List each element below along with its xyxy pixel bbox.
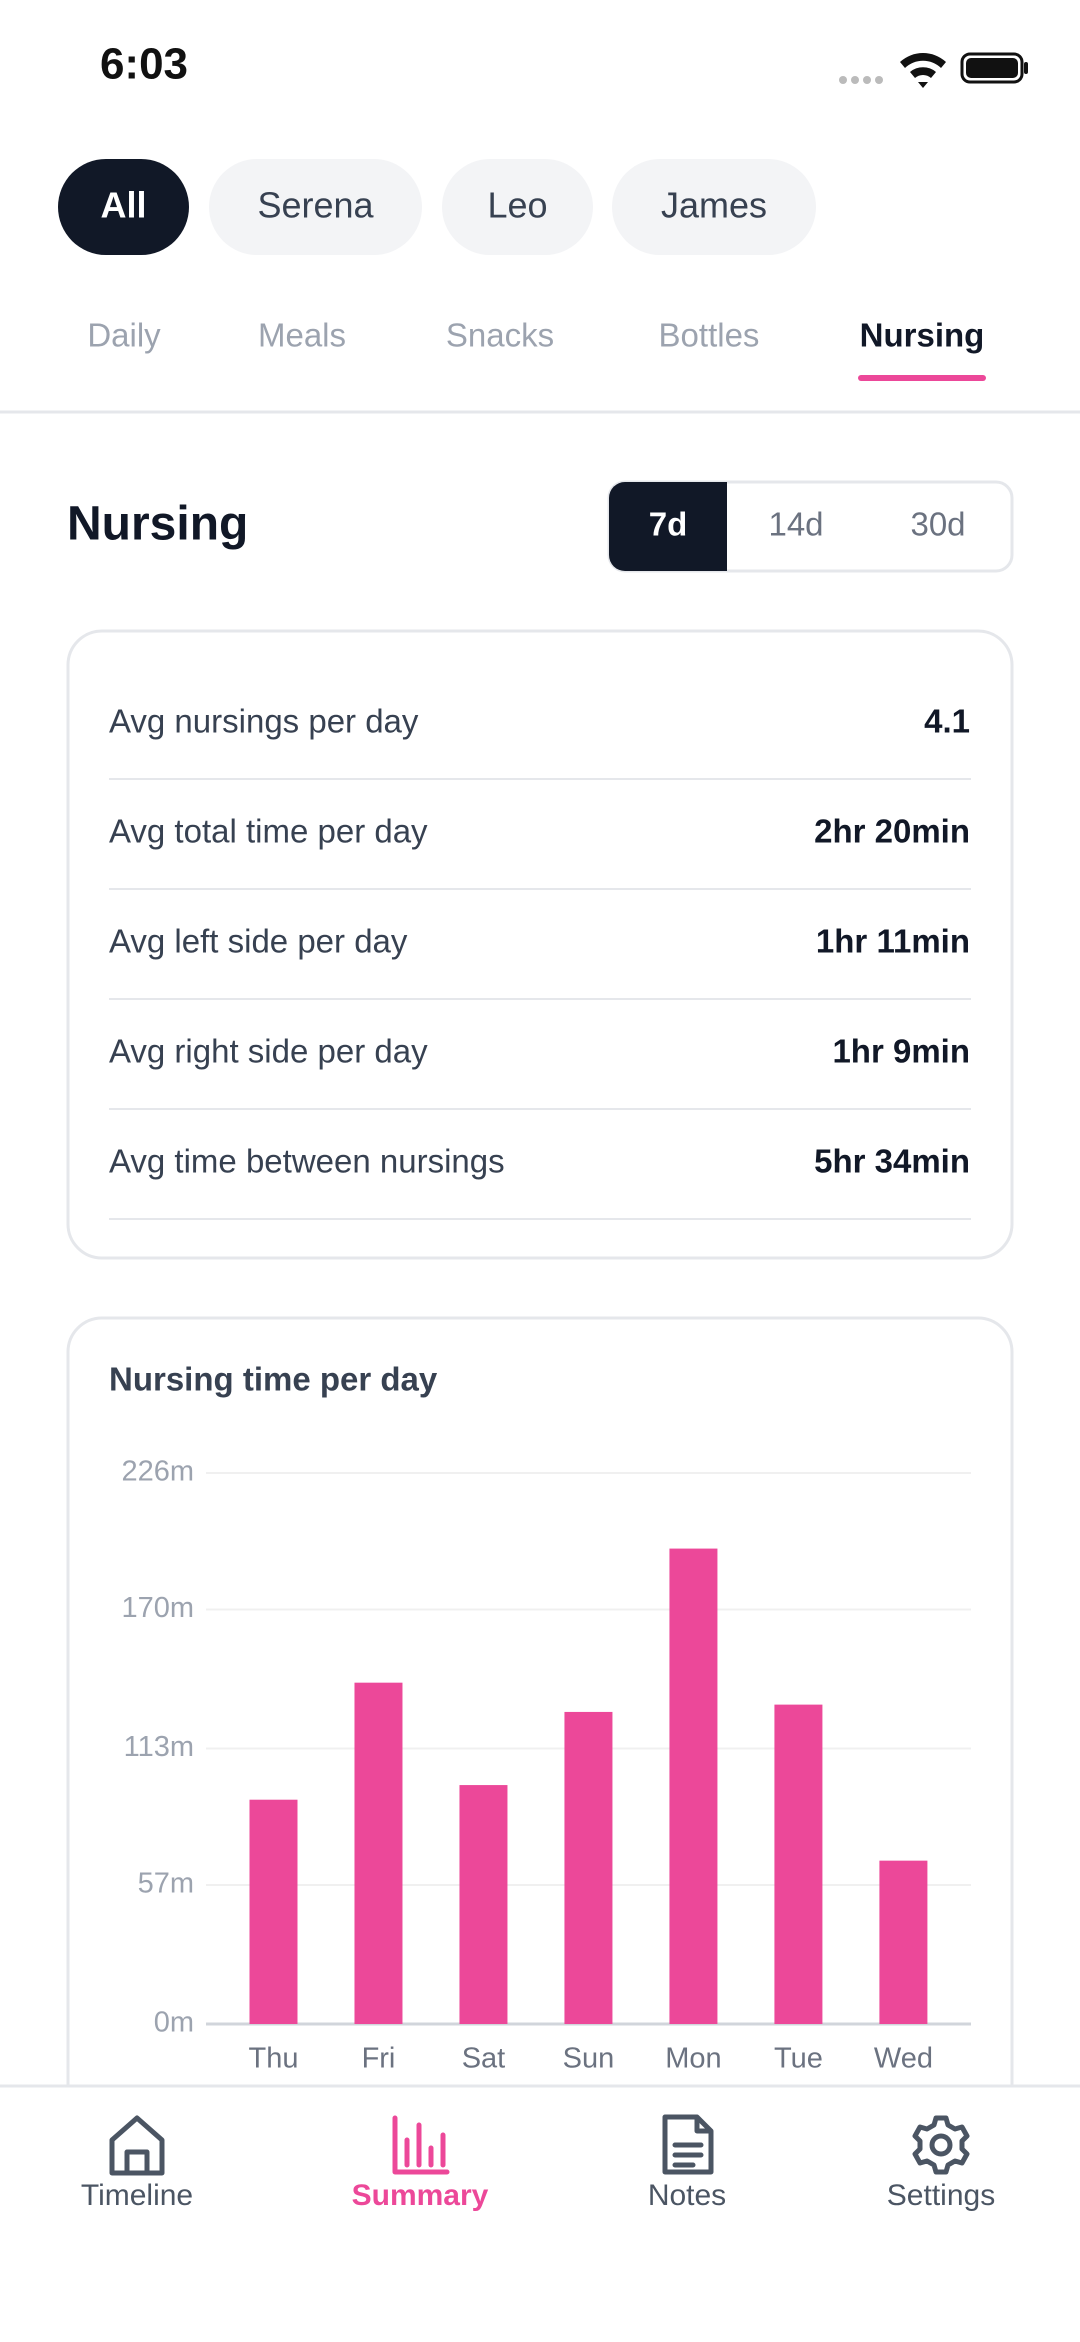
x-tick-label: Sat <box>462 2043 506 2075</box>
tab[interactable]: Meals <box>258 317 346 354</box>
range-option[interactable]: 7d <box>649 506 688 543</box>
filter-label[interactable]: Serena <box>257 185 374 226</box>
filter-label[interactable]: James <box>661 185 767 226</box>
bar <box>669 1548 718 2024</box>
tab-underline <box>858 375 986 381</box>
tab[interactable]: Snacks <box>446 317 554 354</box>
filter-chip[interactable] <box>58 159 189 255</box>
bar <box>459 1785 508 2024</box>
filter-label[interactable]: All <box>100 185 146 226</box>
x-tick-label: Tue <box>774 2043 823 2075</box>
section-title: Nursing <box>67 498 248 551</box>
chart-icon <box>392 2115 450 2175</box>
status-icons <box>839 52 1028 88</box>
tab[interactable]: Daily <box>87 317 161 354</box>
notes-icon <box>662 2114 714 2175</box>
filter-chip[interactable] <box>612 159 816 255</box>
nav-label[interactable]: Timeline <box>81 2179 193 2212</box>
bar <box>774 1704 823 2024</box>
nav-label[interactable]: Notes <box>648 2179 726 2212</box>
x-tick-label: Thu <box>249 2043 299 2075</box>
stat-value: 2hr 20min <box>814 813 970 850</box>
nav-icons <box>109 2114 970 2176</box>
stat-label: Avg nursings per day <box>109 703 419 740</box>
range-option[interactable]: 30d <box>910 506 965 543</box>
range-option[interactable]: 14d <box>768 506 823 543</box>
filter-label[interactable]: Leo <box>487 185 547 226</box>
settings-icon <box>912 2115 970 2175</box>
x-tick-label: Sun <box>563 2043 615 2075</box>
stat-value: 5hr 34min <box>814 1143 970 1180</box>
home-icon <box>109 2115 165 2176</box>
stat-label: Avg total time per day <box>109 813 428 850</box>
stat-label: Avg time between nursings <box>109 1143 505 1180</box>
filter-chip[interactable] <box>209 159 422 255</box>
stats-card <box>66 629 1014 1260</box>
y-tick-label: 57m <box>138 1868 194 1900</box>
filter-chip[interactable] <box>442 159 593 255</box>
status-time: 6:03 <box>100 40 188 89</box>
tab[interactable]: Nursing <box>860 317 985 354</box>
bar <box>354 1682 403 2024</box>
stat-value: 1hr 11min <box>816 923 970 960</box>
tab[interactable]: Bottles <box>659 317 760 354</box>
y-tick-label: 226m <box>121 1456 194 1488</box>
range-active <box>609 482 727 571</box>
stat-value: 4.1 <box>924 703 970 740</box>
y-tick-label: 113m <box>124 1731 194 1763</box>
bar <box>879 1860 928 2024</box>
stat-value: 1hr 9min <box>832 1033 970 1070</box>
x-tick-label: Mon <box>665 2043 721 2075</box>
x-tick-label: Wed <box>874 2043 933 2075</box>
x-tick-label: Fri <box>362 2043 396 2075</box>
stat-label: Avg left side per day <box>109 923 408 960</box>
y-tick-label: 0m <box>154 2007 194 2039</box>
chart-card <box>66 1316 1014 2220</box>
stat-label: Avg right side per day <box>109 1033 428 1070</box>
nav-label[interactable]: Summary <box>352 2179 489 2212</box>
y-tick-label: 170m <box>121 1592 194 1624</box>
chart-title: Nursing time per day <box>109 1361 438 1398</box>
nav-label[interactable]: Settings <box>887 2179 995 2212</box>
bar <box>249 1799 298 2024</box>
bottom-nav <box>0 2086 1080 2337</box>
bar <box>564 1711 613 2024</box>
